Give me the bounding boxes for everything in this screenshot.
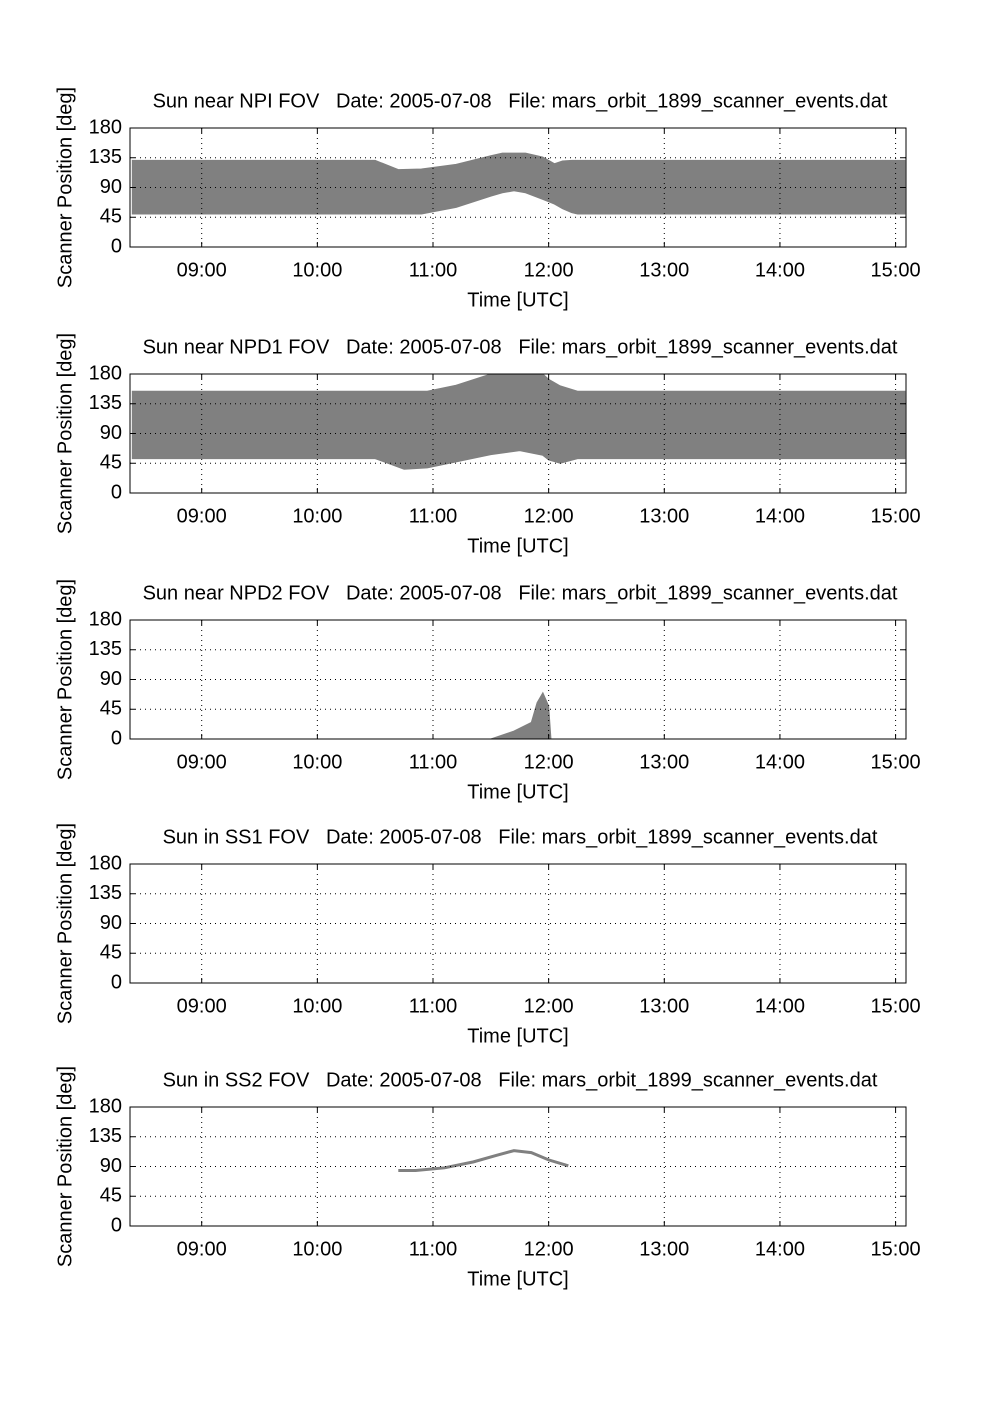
plot-frame xyxy=(129,1106,907,1227)
y-tick-label: 0 xyxy=(111,481,122,503)
x-axis-label: Time [UTC] xyxy=(467,1025,568,1047)
x-tick-label: 09:00 xyxy=(177,751,227,773)
subplot: Sun near NPD2 FOV Date: 2005-07-08 File:… xyxy=(54,579,920,803)
y-axis-label: Scanner Position [deg] xyxy=(54,87,76,288)
y-tick-label: 90 xyxy=(100,1155,122,1177)
x-tick-label: 10:00 xyxy=(292,505,342,527)
chart-title: Sun near NPI FOV Date: 2005-07-08 File: … xyxy=(153,90,888,112)
y-tick-label: 180 xyxy=(89,608,122,630)
y-tick-label: 90 xyxy=(100,668,122,690)
x-tick-label: 13:00 xyxy=(639,1238,689,1260)
x-tick-label: 10:00 xyxy=(292,751,342,773)
y-tick-label: 135 xyxy=(89,638,122,660)
y-tick-label: 135 xyxy=(89,392,122,414)
x-tick-label: 12:00 xyxy=(524,995,574,1017)
x-tick-label: 14:00 xyxy=(755,751,805,773)
x-tick-label: 15:00 xyxy=(871,751,921,773)
x-tick-label: 11:00 xyxy=(409,259,458,281)
band-area xyxy=(131,373,906,470)
y-tick-label: 45 xyxy=(100,698,122,720)
subplot: Sun near NPD1 FOV Date: 2005-07-08 File:… xyxy=(54,333,920,557)
y-tick-label: 0 xyxy=(111,727,122,749)
x-tick-label: 15:00 xyxy=(871,259,921,281)
x-tick-label: 12:00 xyxy=(524,1238,574,1260)
y-tick-label: 90 xyxy=(100,422,122,444)
plot-frame xyxy=(129,127,907,248)
x-tick-label: 09:00 xyxy=(177,259,227,281)
x-tick-label: 13:00 xyxy=(639,259,689,281)
x-tick-label: 10:00 xyxy=(292,1238,342,1260)
x-tick-label: 09:00 xyxy=(177,1238,227,1260)
y-tick-label: 90 xyxy=(100,176,122,198)
chart-title: Sun in SS2 FOV Date: 2005-07-08 File: ma… xyxy=(163,1069,878,1091)
chart-title: Sun in SS1 FOV Date: 2005-07-08 File: ma… xyxy=(163,826,878,848)
y-tick-label: 45 xyxy=(100,452,122,474)
y-tick-label: 180 xyxy=(89,1095,122,1117)
x-tick-label: 12:00 xyxy=(524,259,574,281)
x-tick-label: 10:00 xyxy=(292,995,342,1017)
subplot: Sun in SS1 FOV Date: 2005-07-08 File: ma… xyxy=(54,823,920,1047)
x-tick-label: 11:00 xyxy=(409,751,458,773)
y-tick-label: 0 xyxy=(111,1214,122,1236)
y-tick-label: 135 xyxy=(89,1125,122,1147)
x-tick-label: 14:00 xyxy=(755,995,805,1017)
subplot: Sun near NPI FOV Date: 2005-07-08 File: … xyxy=(54,87,920,311)
plot-frame xyxy=(129,619,907,740)
y-axis-label: Scanner Position [deg] xyxy=(54,1066,76,1267)
x-tick-label: 12:00 xyxy=(524,751,574,773)
y-tick-label: 180 xyxy=(89,116,122,138)
y-axis-label: Scanner Position [deg] xyxy=(54,579,76,780)
x-tick-label: 09:00 xyxy=(177,505,227,527)
x-tick-label: 14:00 xyxy=(755,1238,805,1260)
x-tick-label: 13:00 xyxy=(639,751,689,773)
y-tick-label: 45 xyxy=(100,1185,122,1207)
x-tick-label: 13:00 xyxy=(639,995,689,1017)
y-tick-label: 0 xyxy=(111,971,122,993)
x-tick-label: 14:00 xyxy=(755,505,805,527)
x-tick-label: 11:00 xyxy=(409,1238,458,1260)
x-tick-label: 15:00 xyxy=(871,1238,921,1260)
subplot: Sun in SS2 FOV Date: 2005-07-08 File: ma… xyxy=(54,1066,920,1290)
band-area xyxy=(490,691,552,740)
x-tick-label: 13:00 xyxy=(639,505,689,527)
x-tick-label: 15:00 xyxy=(871,995,921,1017)
chart-title: Sun near NPD1 FOV Date: 2005-07-08 File:… xyxy=(143,336,898,358)
x-tick-label: 15:00 xyxy=(871,505,921,527)
x-tick-label: 10:00 xyxy=(292,259,342,281)
y-axis-label: Scanner Position [deg] xyxy=(54,333,76,534)
x-tick-label: 11:00 xyxy=(409,505,458,527)
y-tick-label: 45 xyxy=(100,942,122,964)
y-tick-label: 135 xyxy=(89,882,122,904)
chart-title: Sun near NPD2 FOV Date: 2005-07-08 File:… xyxy=(143,582,898,604)
x-tick-label: 09:00 xyxy=(177,995,227,1017)
plot-frame xyxy=(129,373,907,494)
x-tick-label: 12:00 xyxy=(524,505,574,527)
plot-frame xyxy=(129,863,907,984)
band-area xyxy=(131,152,906,215)
y-tick-label: 45 xyxy=(100,206,122,228)
y-tick-label: 180 xyxy=(89,362,122,384)
data-line xyxy=(398,1149,569,1172)
x-tick-label: 11:00 xyxy=(409,995,458,1017)
x-axis-label: Time [UTC] xyxy=(467,289,568,311)
x-tick-label: 14:00 xyxy=(755,259,805,281)
y-tick-label: 90 xyxy=(100,912,122,934)
y-tick-label: 0 xyxy=(111,235,122,257)
y-axis-label: Scanner Position [deg] xyxy=(54,823,76,1024)
x-axis-label: Time [UTC] xyxy=(467,1268,568,1290)
y-tick-label: 180 xyxy=(89,852,122,874)
x-axis-label: Time [UTC] xyxy=(467,781,568,803)
y-tick-label: 135 xyxy=(89,146,122,168)
x-axis-label: Time [UTC] xyxy=(467,535,568,557)
